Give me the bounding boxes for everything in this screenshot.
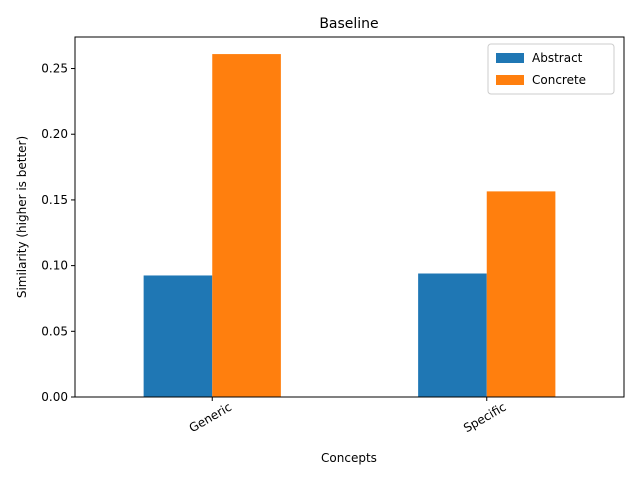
y-tick-label: 0.10 — [41, 259, 68, 273]
y-tick-label: 0.15 — [41, 193, 68, 207]
bar-concrete-generic — [212, 54, 281, 397]
x-axis-label: Concepts — [321, 451, 377, 465]
legend-label-abstract: Abstract — [532, 51, 583, 65]
bar-abstract-generic — [143, 275, 213, 397]
chart-title: Baseline — [319, 16, 378, 32]
y-axis-label: Similarity (higher is better) — [15, 136, 29, 298]
y-axis: 0.00 0.05 0.10 0.15 0.20 0.25 — [41, 62, 75, 404]
y-tick-label: 0.20 — [41, 127, 68, 141]
plot-area — [74, 36, 625, 398]
legend-swatch-concrete — [496, 75, 524, 85]
axes-frame — [74, 36, 625, 398]
bar-abstract-specific — [418, 273, 487, 397]
legend: Abstract Concrete — [487, 43, 615, 95]
y-tick-label: 0.05 — [41, 324, 68, 338]
y-tick-label: 0.00 — [41, 390, 68, 404]
y-tick-label: 0.25 — [41, 62, 68, 76]
bar-concrete-specific — [486, 191, 556, 397]
legend-label-concrete: Concrete — [532, 73, 586, 87]
legend-swatch-abstract — [496, 53, 524, 63]
